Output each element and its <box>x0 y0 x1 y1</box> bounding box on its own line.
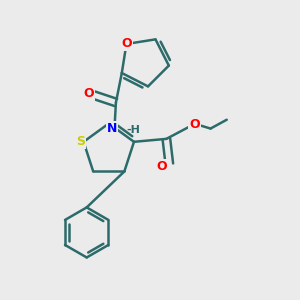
Text: O: O <box>157 160 167 173</box>
Text: O: O <box>189 118 200 130</box>
Text: O: O <box>121 38 132 50</box>
Text: N: N <box>107 122 117 136</box>
Text: -H: -H <box>127 125 141 135</box>
Text: O: O <box>83 87 94 100</box>
Text: S: S <box>76 135 85 148</box>
